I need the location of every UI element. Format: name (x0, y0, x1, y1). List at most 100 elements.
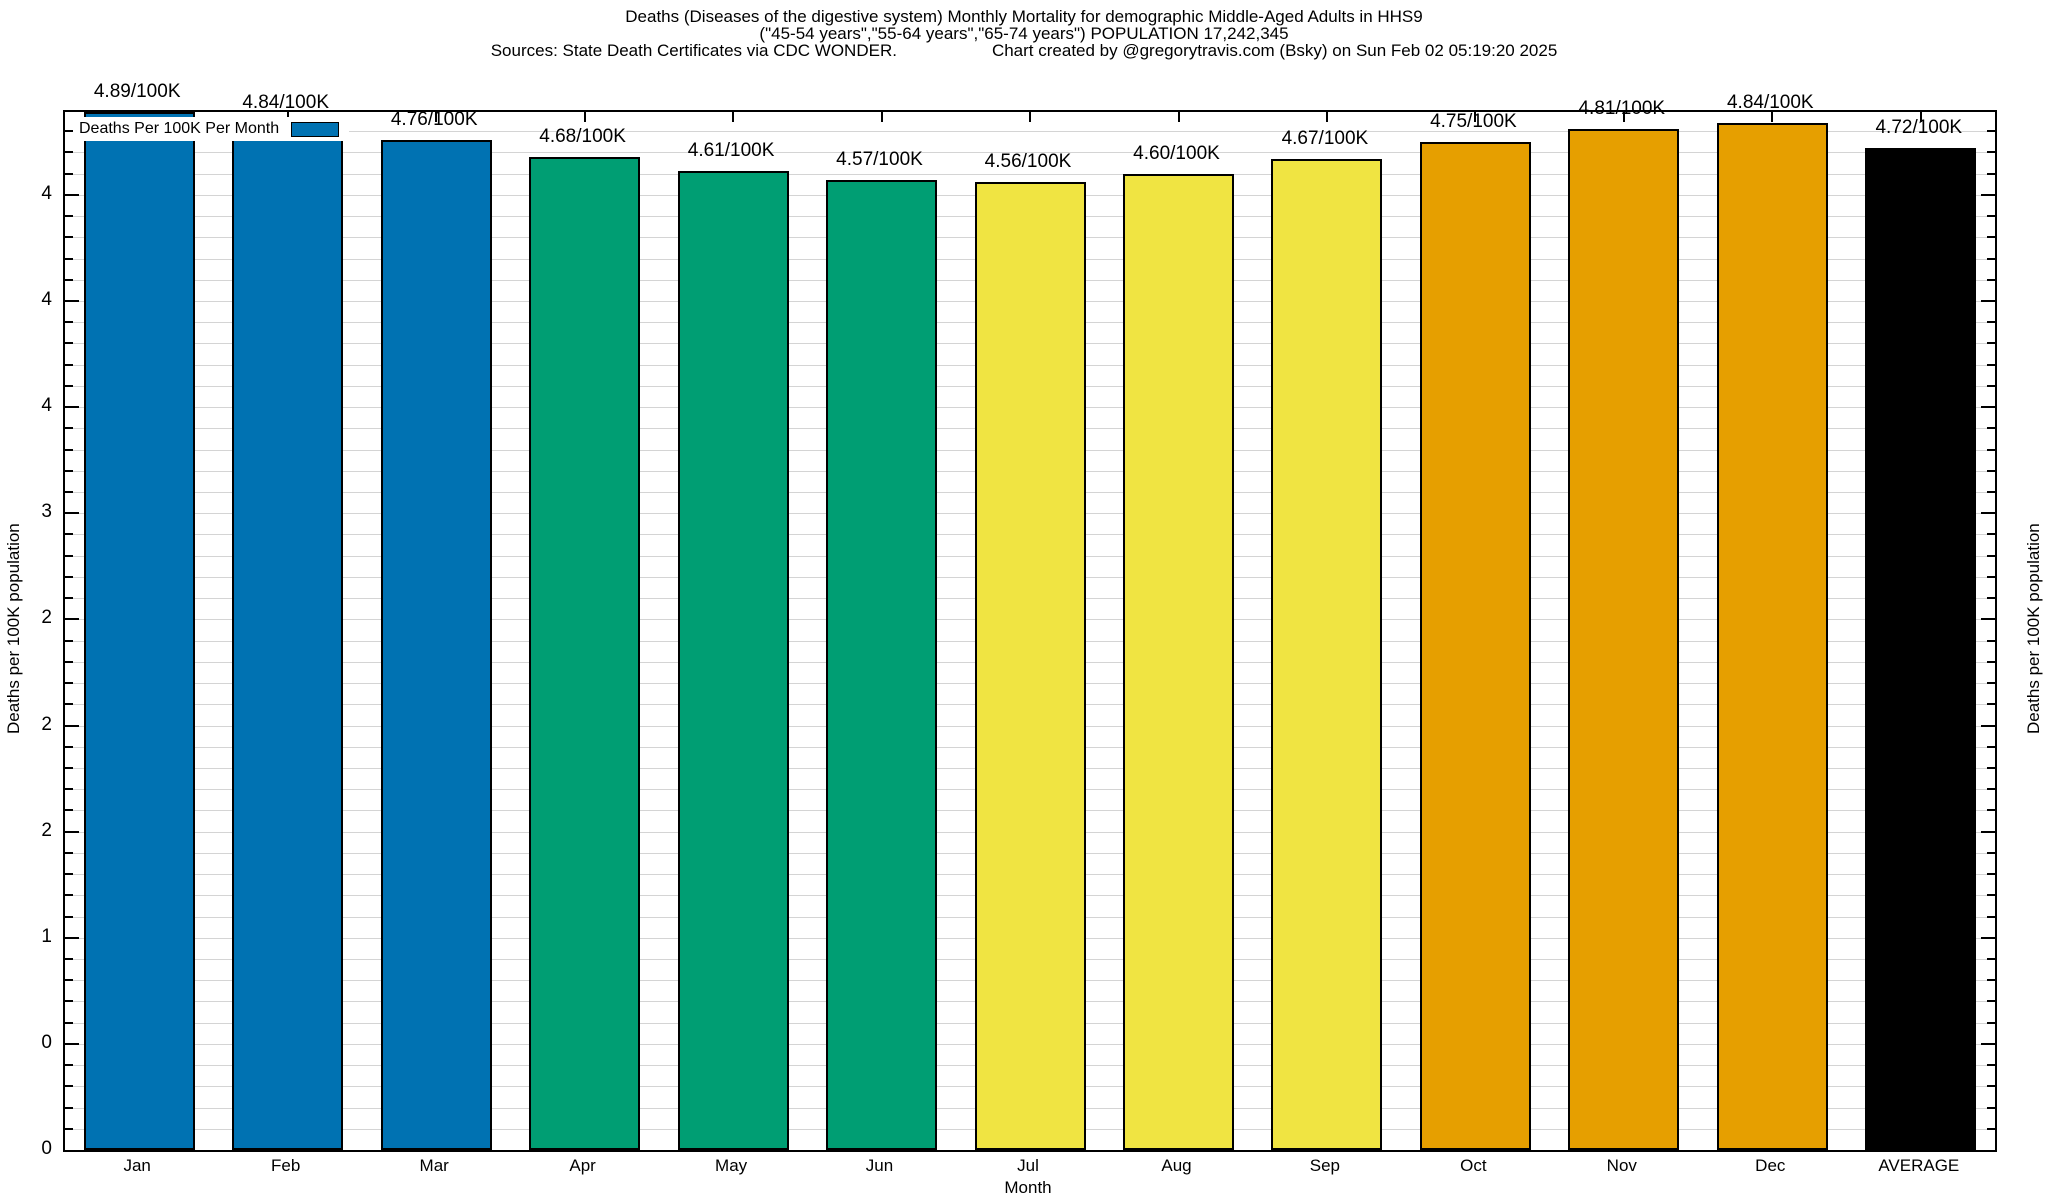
x-tick-label-nov: Nov (1606, 1156, 1637, 1175)
y-tick-left (65, 1064, 73, 1067)
y-tick-left (65, 257, 73, 260)
y-tick-right (1987, 703, 1995, 706)
y-tick-right (1987, 384, 1995, 387)
y-tick-right (1981, 618, 1995, 621)
x-axis-label: Month (1004, 1178, 1052, 1197)
y-tick-left (65, 342, 73, 345)
bar-feb (232, 122, 344, 1150)
y-tick-left (65, 894, 73, 897)
x-tick-label-jun: Jun (865, 1156, 894, 1175)
y-tick-left (65, 215, 73, 217)
x-tick-label-jul: Jul (1017, 1156, 1039, 1175)
y-tick-left (65, 299, 79, 302)
bar-jul (974, 182, 1086, 1150)
x-tick-label-apr: Apr (569, 1156, 596, 1175)
y-tick-right (1987, 491, 1995, 493)
y-tick-label: 4 (41, 182, 52, 204)
y-tick-right (1987, 257, 1995, 260)
y-tick-left (65, 512, 79, 515)
y-tick-left (65, 724, 79, 727)
y-axis-label-right: Deaths per 100K population (2024, 523, 2043, 735)
y-tick-left (65, 533, 73, 536)
y-tick-left (65, 597, 73, 600)
y-tick-left (65, 278, 73, 281)
y-tick-left (65, 1042, 79, 1045)
y-tick-left (65, 1085, 73, 1088)
y-tick-right (1987, 533, 1995, 536)
bar-apr (529, 156, 641, 1150)
bar-mar (380, 139, 492, 1150)
top-axis-tick (435, 112, 438, 122)
top-axis-tick (732, 112, 735, 122)
y-tick-label: 0 (41, 1138, 52, 1159)
chart-title-line3: Sources: State Death Certificates via CD… (0, 42, 2048, 59)
y-tick-left (65, 745, 73, 748)
x-tick-label-jan: Jan (123, 1156, 151, 1175)
x-tick-label-oct: Oct (1460, 1156, 1487, 1175)
bar-jun (826, 179, 937, 1150)
bar-value-label: 4.89/100K (93, 81, 181, 102)
y-tick-right (1987, 321, 1995, 324)
plot-area: Deaths Per 100K Per Month (63, 110, 1997, 1152)
bar-nov (1568, 129, 1680, 1150)
gridline (65, 131, 1995, 133)
y-tick-left (65, 448, 73, 451)
y-tick-right (1987, 427, 1995, 430)
y-tick-right (1987, 639, 1995, 642)
y-tick-right (1981, 830, 1995, 833)
top-axis-tick (1622, 112, 1625, 122)
y-tick-label: 0 (41, 1031, 52, 1053)
bar-value-label: 4.84/100K (1726, 91, 1814, 113)
y-tick-left (65, 639, 73, 642)
y-tick-right (1987, 575, 1995, 578)
y-tick-right (1987, 873, 1995, 875)
y-tick-left (65, 979, 73, 982)
y-tick-right (1987, 130, 1995, 133)
y-tick-right (1987, 469, 1995, 472)
x-tick-label-sep: Sep (1309, 1156, 1341, 1175)
y-tick-right (1987, 215, 1995, 217)
bar-dec (1716, 122, 1828, 1150)
bar-value-label: 4.61/100K (687, 140, 775, 162)
y-tick-left (65, 172, 73, 175)
y-tick-left (65, 575, 73, 578)
bar-value-label: 4.68/100K (539, 125, 626, 147)
top-axis-tick (1177, 112, 1180, 122)
x-tick-label-aug: Aug (1161, 1156, 1192, 1175)
y-tick-right (1987, 448, 1995, 451)
y-tick-right (1981, 512, 1995, 515)
bar-value-label: 4.56/100K (984, 151, 1072, 172)
y-tick-label: 2 (41, 607, 52, 629)
y-tick-left (65, 130, 73, 133)
y-tick-left (65, 554, 73, 557)
y-tick-right (1981, 299, 1995, 302)
y-tick-left (65, 788, 73, 791)
y-tick-label: 3 (41, 501, 52, 523)
legend-swatch (291, 121, 340, 137)
y-tick-right (1987, 236, 1995, 239)
top-axis-tick (1771, 112, 1774, 122)
y-tick-right (1987, 979, 1995, 982)
bar-may (677, 171, 789, 1150)
title-block: Deaths (Diseases of the digestive system… (0, 8, 2048, 59)
y-tick-right (1987, 151, 1995, 154)
bar-aug (1123, 173, 1234, 1150)
bar-value-label: 4.84/100K (242, 91, 329, 113)
bar-value-label: 4.76/100K (390, 108, 478, 130)
y-tick-left (65, 406, 79, 409)
y-tick-right (1981, 193, 1995, 196)
top-axis-tick (880, 112, 883, 122)
bar-oct (1419, 141, 1531, 1150)
y-tick-right (1987, 682, 1995, 684)
top-axis-tick (1029, 112, 1031, 122)
y-tick-left (65, 958, 73, 960)
x-tick-label-feb: Feb (271, 1156, 301, 1175)
y-tick-right (1987, 958, 1995, 960)
bar-value-label: 4.67/100K (1281, 127, 1369, 149)
y-tick-left (65, 936, 79, 939)
y-tick-left (65, 469, 73, 472)
y-tick-right (1987, 597, 1995, 600)
y-tick-right (1987, 1064, 1995, 1067)
gridline (65, 152, 1995, 154)
bar-value-label: 4.60/100K (1133, 142, 1220, 164)
